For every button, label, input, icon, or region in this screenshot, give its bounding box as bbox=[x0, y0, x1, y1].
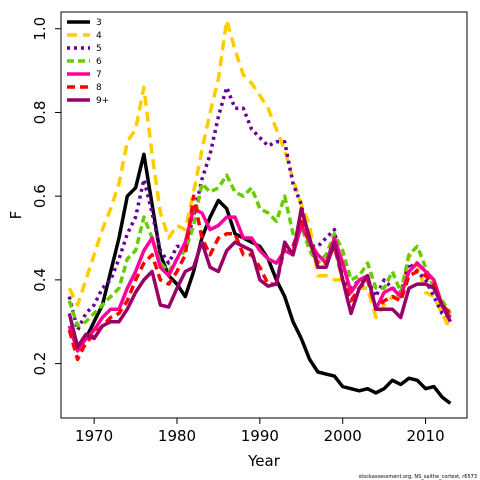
y-tick-label: 0.4 bbox=[31, 268, 49, 292]
legend: 3 4 5 6 7 8 9+ bbox=[67, 18, 109, 106]
series-line-8 bbox=[67, 194, 452, 362]
x-axis: 1970 1980 1990 2000 2010 bbox=[75, 418, 445, 445]
series-line-6 bbox=[67, 173, 452, 328]
series-line-4 bbox=[67, 18, 452, 331]
caption: stockassessment.org, NS_saithe_cortest, … bbox=[359, 474, 477, 480]
series-group bbox=[67, 18, 452, 405]
x-tick-label: 1990 bbox=[241, 427, 279, 445]
legend-label: 7 bbox=[96, 70, 102, 80]
y-tick-label: 0.8 bbox=[31, 101, 49, 125]
legend-label: 8 bbox=[96, 83, 102, 93]
series-line-3 bbox=[67, 152, 452, 405]
x-tick-label: 2010 bbox=[406, 427, 444, 445]
legend-label: 3 bbox=[96, 18, 102, 28]
legend-label: 6 bbox=[96, 57, 102, 67]
legend-label: 4 bbox=[96, 31, 102, 41]
y-axis-title: F bbox=[7, 211, 25, 220]
x-tick-label: 2000 bbox=[324, 427, 362, 445]
series-line-7 bbox=[67, 206, 452, 353]
y-tick-label: 0.6 bbox=[31, 184, 49, 208]
legend-label: 5 bbox=[96, 44, 102, 54]
legend-label: 9+ bbox=[96, 96, 109, 106]
x-tick-label: 1980 bbox=[158, 427, 196, 445]
series-line-9plus bbox=[67, 206, 452, 349]
plot-frame bbox=[60, 11, 468, 419]
y-tick-label: 0.2 bbox=[31, 352, 49, 376]
x-tick-label: 1970 bbox=[75, 427, 113, 445]
y-axis: 0.2 0.4 0.6 0.8 1.0 bbox=[31, 17, 61, 376]
y-tick-label: 1.0 bbox=[31, 17, 49, 41]
x-axis-title: Year bbox=[247, 452, 281, 470]
series-line-5 bbox=[67, 85, 452, 332]
